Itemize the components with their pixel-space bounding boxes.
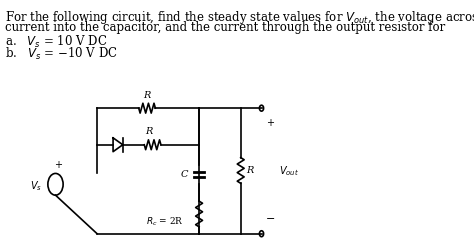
Text: current into the capacitor, and the current through the output resistor for: current into the capacitor, and the curr… xyxy=(5,21,445,34)
Text: $V_{out}$: $V_{out}$ xyxy=(279,164,299,178)
Circle shape xyxy=(259,231,264,237)
Text: $R_c$ = 2R: $R_c$ = 2R xyxy=(146,216,184,228)
Text: +: + xyxy=(265,118,273,128)
Circle shape xyxy=(259,105,264,111)
Text: −: − xyxy=(265,214,275,224)
Text: For the following circuit, find the steady state values for $V_{out}$, the volta: For the following circuit, find the stea… xyxy=(5,9,474,26)
Text: $V_s$: $V_s$ xyxy=(30,179,42,193)
Text: R: R xyxy=(146,127,153,136)
Text: a.   $V_s$ = 10 V DC: a. $V_s$ = 10 V DC xyxy=(5,34,107,50)
Text: +: + xyxy=(54,160,62,170)
Text: C: C xyxy=(181,170,188,179)
Text: b.   $V_s$ = −10 V DC: b. $V_s$ = −10 V DC xyxy=(5,46,118,62)
Text: R: R xyxy=(143,91,151,100)
Text: R: R xyxy=(246,166,254,175)
